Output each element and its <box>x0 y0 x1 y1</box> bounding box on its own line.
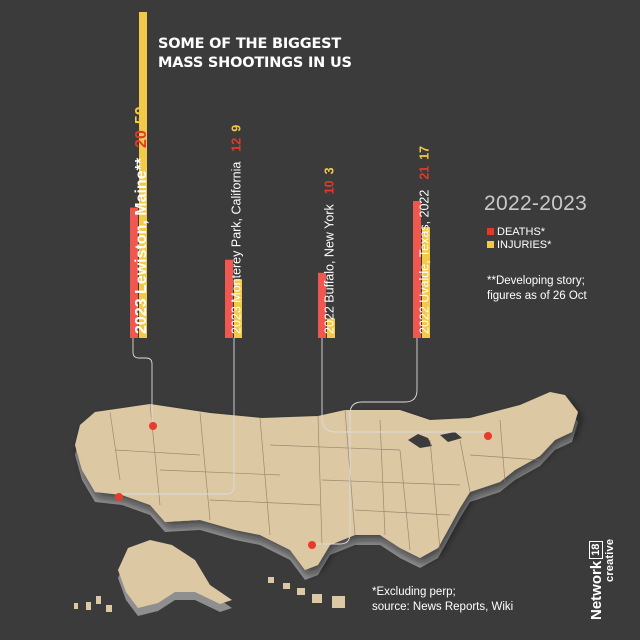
source-note: *Excluding perp; source: News Reports, W… <box>372 585 513 615</box>
data-label-injuries-1: 9 <box>229 125 243 132</box>
legend-item-injuries: INJURIES* <box>487 239 551 251</box>
source-note-line-1: *Excluding perp; <box>372 586 456 598</box>
data-label-deaths-3: 21 <box>417 166 431 180</box>
title-line-2: MASS SHOOTINGS IN US <box>158 55 352 71</box>
bar-deaths-2 <box>318 272 326 338</box>
legend-label-deaths: DEATHS* <box>497 226 546 238</box>
bars-group <box>130 12 430 338</box>
brand-number: 18 <box>589 540 603 559</box>
bar-injuries-3 <box>422 227 430 338</box>
data-label-injuries-0: 50 <box>133 106 150 124</box>
category-label-1: 2023 Monterey Park, California <box>229 162 243 334</box>
brand-name: Network <box>588 560 605 620</box>
bar-injuries-0 <box>139 12 147 338</box>
year-range: 2022-2023 <box>484 192 588 215</box>
bar-deaths-0 <box>130 207 138 338</box>
chart-title: SOME OF THE BIGGEST MASS SHOOTINGS IN US <box>158 35 352 73</box>
developing-story-note: **Developing story; figures as of 26 Oct <box>487 274 587 304</box>
us-map <box>74 338 578 616</box>
bar-injuries-1 <box>234 279 242 338</box>
brand-logo: Network18 creative <box>588 539 616 620</box>
legend-swatch-deaths <box>487 228 494 235</box>
labels-group: 2023 Lewiston, Maine** 20 50 2023 Monterey … <box>133 106 431 334</box>
data-label-injuries-2: 3 <box>322 167 336 174</box>
dev-note-line-1: **Developing story; <box>487 275 585 287</box>
category-label-0: 2023 Lewiston, Maine** <box>133 157 150 334</box>
source-note-line-2: source: News Reports, Wiki <box>372 601 514 613</box>
data-label-deaths-0: 20 <box>133 130 150 148</box>
title-line-1: SOME OF THE BIGGEST <box>158 36 342 52</box>
category-label-3: 2022 Uvalde, Texas, 2022 <box>417 190 431 334</box>
bar-injuries-2 <box>327 318 335 338</box>
dev-note-line-2: figures as of 26 Oct <box>487 290 587 302</box>
brand-sub: creative <box>604 538 616 582</box>
legend-item-deaths: DEATHS* <box>487 226 545 238</box>
bar-deaths-1 <box>225 259 233 338</box>
category-label-2: 2022 Buffalo, New York <box>322 204 336 334</box>
legend-label-injuries: INJURIES* <box>497 239 552 251</box>
data-label-injuries-3: 17 <box>417 146 431 160</box>
bar-deaths-3 <box>413 201 421 338</box>
data-label-deaths-2: 10 <box>322 180 336 194</box>
data-label-deaths-1: 12 <box>229 138 243 152</box>
legend-swatch-injuries <box>487 241 494 248</box>
